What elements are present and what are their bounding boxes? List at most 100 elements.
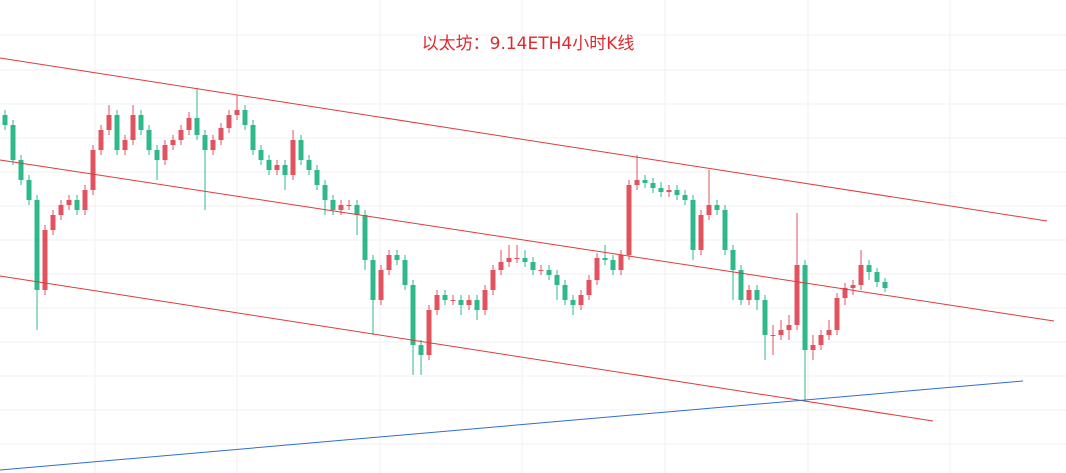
candle-body xyxy=(402,260,408,285)
chart-title: 以太坊：9.14ETH4小时K线 xyxy=(422,34,635,54)
channel-bottom xyxy=(0,275,934,422)
candle-body xyxy=(490,270,496,290)
candle-body xyxy=(650,183,656,188)
candle-body xyxy=(138,115,144,130)
candle-body xyxy=(154,150,160,160)
candle-body xyxy=(834,298,840,330)
candle-body xyxy=(730,250,736,270)
candle-body xyxy=(482,290,488,310)
candle-body xyxy=(314,170,320,185)
candle-body xyxy=(354,205,360,215)
candle-body xyxy=(34,200,40,290)
candle-body xyxy=(418,345,424,355)
candle-body xyxy=(634,180,640,185)
candle-body xyxy=(858,265,864,285)
candle-body xyxy=(738,270,744,300)
candle-body xyxy=(458,300,464,305)
candle-body xyxy=(562,285,568,300)
candle-body xyxy=(42,230,48,290)
candle-body xyxy=(674,190,680,195)
channel-top xyxy=(0,57,1048,222)
candle-body xyxy=(82,190,88,210)
candle-body xyxy=(378,270,384,300)
candle-body xyxy=(178,130,184,140)
candle-body xyxy=(186,118,192,130)
candle-body xyxy=(122,140,128,150)
candle-body xyxy=(146,130,152,150)
candle-body xyxy=(250,125,256,150)
candle-body xyxy=(98,130,104,150)
candle-body xyxy=(18,160,24,180)
candle-body xyxy=(162,145,168,160)
candle-body xyxy=(202,135,208,150)
candle-body xyxy=(874,272,880,282)
candle-body xyxy=(578,295,584,305)
candle-body xyxy=(258,150,264,160)
candle-body xyxy=(306,160,312,170)
candle-body xyxy=(26,180,32,200)
candle-body xyxy=(266,160,272,170)
candle-body xyxy=(346,205,352,206)
candle-body xyxy=(546,270,552,275)
candle-body xyxy=(626,185,632,255)
candle-body xyxy=(66,200,72,205)
candle-body xyxy=(282,165,288,175)
candle-body xyxy=(618,255,624,270)
candle-body xyxy=(818,335,824,345)
candle-body xyxy=(842,288,848,298)
candle-body xyxy=(322,185,328,200)
candle-body xyxy=(370,260,376,300)
candle-body xyxy=(226,115,232,128)
candle-body xyxy=(666,190,672,192)
candle-body xyxy=(882,282,888,288)
candle-body xyxy=(50,215,56,230)
candle-body xyxy=(594,258,600,280)
candle-body xyxy=(90,150,96,190)
candle-body xyxy=(474,300,480,310)
candle-body xyxy=(586,280,592,295)
candle-body xyxy=(330,200,336,210)
candle-body xyxy=(170,140,176,145)
support-line xyxy=(0,380,1024,471)
candle-body xyxy=(466,300,472,305)
candle-body xyxy=(114,115,120,150)
candle-body xyxy=(610,260,616,270)
candle-body xyxy=(434,295,440,310)
channel-middle xyxy=(0,159,1055,322)
candle-body xyxy=(554,275,560,285)
candle-body xyxy=(298,140,304,160)
candle-body xyxy=(442,295,448,300)
candle-body xyxy=(570,300,576,305)
candle-body xyxy=(522,258,528,262)
candle-body xyxy=(770,335,776,336)
candle-body xyxy=(106,115,112,130)
candle-body xyxy=(602,258,608,260)
candle-body xyxy=(690,200,696,250)
candle-body xyxy=(698,215,704,250)
candle-body xyxy=(58,205,64,215)
candle-body xyxy=(762,300,768,335)
candle-body xyxy=(386,255,392,270)
candle-body xyxy=(74,200,80,210)
candle-body xyxy=(234,110,240,115)
candle-body xyxy=(866,265,872,272)
candle-body xyxy=(658,188,664,192)
candle-body xyxy=(210,140,216,150)
candle-body xyxy=(450,300,456,301)
candle-body xyxy=(514,258,520,259)
candle-body xyxy=(130,115,136,140)
candle-body xyxy=(506,258,512,262)
candle-body xyxy=(706,205,712,215)
candle-body xyxy=(274,165,280,170)
candle-body xyxy=(722,210,728,250)
candle-body xyxy=(194,118,200,135)
candle-body xyxy=(810,345,816,350)
candle-body xyxy=(394,255,400,260)
candle-body xyxy=(850,285,856,288)
candle-body xyxy=(826,330,832,335)
candle-body xyxy=(242,110,248,125)
candle-body xyxy=(682,195,688,200)
